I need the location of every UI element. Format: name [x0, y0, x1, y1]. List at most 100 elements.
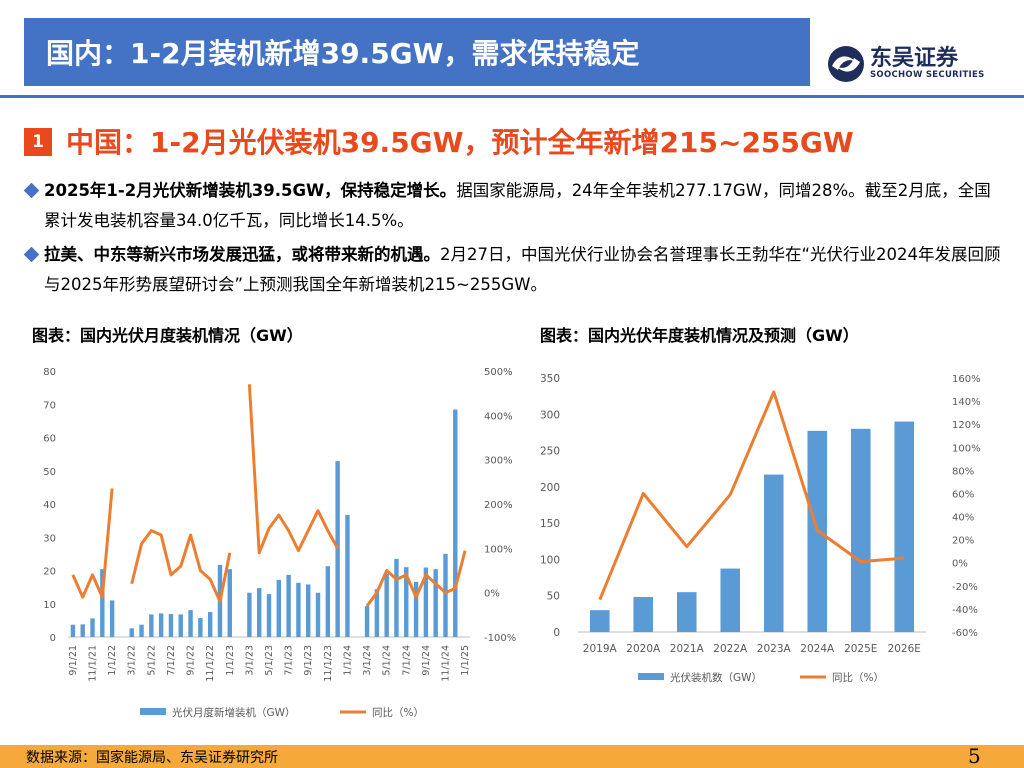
y2-tick-label: 100% [484, 544, 513, 555]
bar [394, 558, 399, 637]
bullet-text: 据国家能源局，24年全年装机277.17GW，同增28%。截至2月底，全国累计发… [44, 181, 991, 230]
bar [266, 594, 272, 637]
bar [207, 612, 213, 637]
section-title: 中国：1-2月光伏装机39.5GW，预计全年新增215~255GW [66, 126, 854, 159]
bar [433, 569, 438, 637]
yoy-line [598, 390, 905, 601]
bar [168, 614, 174, 637]
bar [589, 610, 610, 632]
x-tick-label: 2022A [713, 643, 748, 655]
x-tick-label: 1/1/25 [460, 645, 471, 676]
y-tick-label: 0 [50, 633, 56, 644]
y2-tick-label: 100% [952, 443, 981, 454]
y2-tick-label: 500% [484, 367, 513, 378]
y2-tick-label: 40% [952, 513, 974, 524]
bar [763, 474, 784, 632]
x-tick-label: 2023A [757, 643, 792, 655]
logo-mark-icon [828, 46, 864, 82]
x-tick-label: 2024A [800, 643, 835, 655]
bar [315, 592, 321, 637]
bar [178, 614, 183, 637]
y-tick-label: 0 [553, 627, 560, 639]
bar [149, 614, 154, 637]
y-tick-label: 80 [43, 367, 56, 378]
bar [364, 606, 370, 637]
x-tick-label: 7/1/23 [284, 645, 295, 676]
x-tick-label: 2025E [844, 643, 877, 655]
bar [325, 566, 331, 637]
y-tick-label: 70 [43, 400, 56, 411]
legend-line-label: 同比（%） [372, 706, 424, 719]
y2-tick-label: 400% [484, 411, 513, 422]
bullet-item: 拉美、中东等新兴市场发展迅猛，或将带来新的机遇。2月27日，中国光伏行业协会名誉… [23, 240, 1006, 300]
bar [286, 574, 291, 637]
y-tick-label: 150 [540, 518, 560, 530]
bar [256, 588, 262, 637]
bar [158, 613, 164, 637]
monthly-install-chart: 0 10 20 30 40 50 60 70 80 -100% 0% 100% 200% 300% 400%… [43, 367, 516, 719]
bar [129, 628, 134, 637]
bullet-item: 2025年1-2月光伏新增装机39.5GW，保持稳定增长。据国家能源局，24年全… [23, 176, 1006, 236]
page-title: 国内：1-2月装机新增39.5GW，需求保持稳定 [46, 37, 640, 70]
y2-tick-label: 0% [484, 589, 500, 600]
y2-tick-label: 200% [484, 500, 513, 511]
chart-title-monthly: 图表：国内光伏月度装机情况（GW） [32, 326, 303, 345]
page-number: 5 [968, 744, 981, 768]
data-source: 数据来源：国家能源局、东吴证券研究所 [26, 750, 278, 766]
x-tick-label: 2019A [583, 643, 618, 655]
bar [139, 624, 144, 637]
bar [374, 589, 380, 637]
section-number-badge: 1 [24, 128, 52, 156]
x-tick-label: 2026E [888, 643, 921, 655]
y2-tick-label: 300% [484, 456, 513, 467]
y-tick-label: 350 [540, 373, 560, 385]
company-logo: 东吴证券 SOOCHOW SECURITIES [826, 44, 996, 86]
y-tick-label: 50 [43, 467, 56, 478]
x-tick-label: 3/1/23 [244, 645, 255, 676]
x-tick-label: 9/1/24 [421, 645, 432, 676]
y2-tick-label: 0% [952, 559, 968, 570]
bullet-bold: 2025年1-2月光伏新增装机39.5GW，保持稳定增长。 [44, 181, 457, 200]
legend-bar-swatch [140, 708, 166, 715]
bar [384, 573, 389, 637]
y2-tick-label: 160% [952, 374, 981, 385]
chart-title-annual: 图表：国内光伏年度装机情况及预测（GW） [540, 326, 859, 345]
x-tick-label: 1/1/24 [342, 645, 353, 676]
y2-tick-label: 140% [952, 397, 981, 408]
y2-tick-label: -40% [952, 605, 978, 616]
bar [247, 592, 252, 637]
y-tick-label: 10 [43, 600, 56, 611]
y-tick-label: 100 [540, 554, 560, 566]
x-tick-label: 9/1/22 [186, 645, 197, 676]
bar [306, 584, 311, 637]
bar [90, 618, 95, 637]
bullet-bold: 拉美、中东等新兴市场发展迅猛，或将带来新的机遇。 [44, 245, 440, 264]
x-tick-label: 2021A [670, 643, 705, 655]
y-tick-label: 40 [43, 500, 56, 511]
yoy-line [71, 384, 467, 607]
y2-tick-label: 120% [952, 420, 981, 431]
legend-bar-label: 光伏装机数（GW） [670, 671, 762, 684]
x-tick-label: 2020A [626, 643, 661, 655]
x-tick-label: 11/1/23 [323, 645, 334, 682]
x-tick-label: 1/1/22 [107, 645, 118, 676]
x-tick-label: 11/1/22 [205, 645, 216, 682]
bar [345, 514, 350, 637]
title-banner: 国内：1-2月装机新增39.5GW，需求保持稳定 [24, 18, 810, 86]
bar [850, 428, 871, 632]
x-tick-label: 9/1/23 [303, 645, 314, 676]
footer-bar: 数据来源：国家能源局、东吴证券研究所 [0, 745, 1024, 768]
y-tick-label: 250 [540, 446, 560, 458]
header-divider [0, 95, 1024, 98]
legend-bar-label: 光伏月度新增装机（GW） [172, 706, 296, 719]
bar [109, 600, 115, 637]
y2-tick-label: -20% [952, 582, 978, 593]
legend-line-label: 同比（%） [832, 671, 884, 684]
bar [443, 553, 448, 637]
bar [198, 618, 203, 637]
y2-tick-label: -60% [952, 628, 978, 639]
y2-tick-label: 80% [952, 466, 974, 477]
annual-install-chart: 0 50 100 150 200 250 300 350 -60% -40% -20% 0% 20% 40… [540, 373, 981, 684]
x-tick-label: 5/1/22 [146, 645, 157, 676]
y-tick-label: 200 [540, 482, 560, 494]
